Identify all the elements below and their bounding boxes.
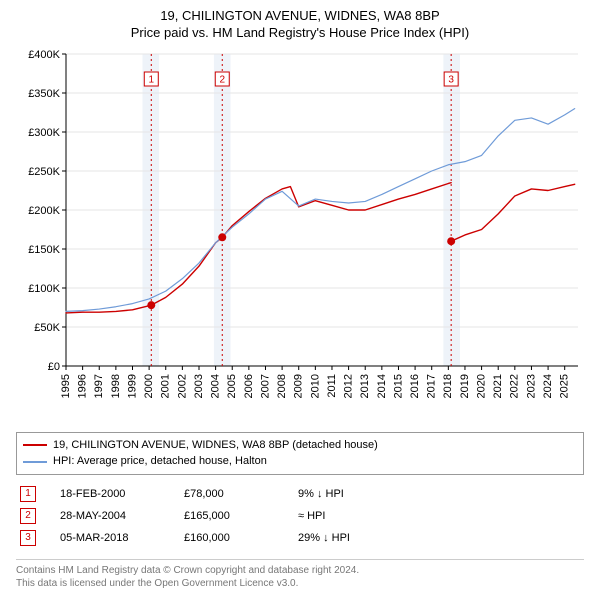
sale-date: 28-MAY-2004 <box>60 510 160 522</box>
footer-line-2: This data is licensed under the Open Gov… <box>16 577 584 590</box>
sale-date: 18-FEB-2000 <box>60 488 160 500</box>
sales-table: 1 18-FEB-2000 £78,000 9% ↓ HPI 2 28-MAY-2004 £… <box>16 483 584 549</box>
svg-text:2016: 2016 <box>409 374 421 398</box>
legend-item: HPI: Average price, detached house, Halt… <box>23 453 577 470</box>
svg-text:2013: 2013 <box>359 374 371 398</box>
legend: 19, CHILINGTON AVENUE, WIDNES, WA8 8BP (… <box>16 432 584 475</box>
sale-marker: 1 <box>20 486 36 502</box>
svg-text:2021: 2021 <box>492 374 504 398</box>
svg-text:2017: 2017 <box>426 374 438 398</box>
legend-label: 19, CHILINGTON AVENUE, WIDNES, WA8 8BP (… <box>53 437 378 454</box>
price-chart: £0 £50K £100K £150K £200K £250K £300K £350K £400… <box>14 46 586 426</box>
chart-svg: £0 £50K £100K £150K £200K £250K £300K £350K £400… <box>14 46 586 426</box>
svg-text:2018: 2018 <box>442 374 454 398</box>
sale-row: 1 18-FEB-2000 £78,000 9% ↓ HPI <box>16 483 584 505</box>
legend-label: HPI: Average price, detached house, Halt… <box>53 453 267 470</box>
sale-date: 05-MAR-2018 <box>60 532 160 544</box>
chart-subtitle: Price paid vs. HM Land Registry's House … <box>14 25 586 42</box>
svg-text:£100K: £100K <box>28 283 60 295</box>
sale-price: £165,000 <box>184 510 274 522</box>
legend-swatch <box>23 461 47 463</box>
svg-text:2: 2 <box>219 74 225 85</box>
svg-text:£250K: £250K <box>28 166 60 178</box>
svg-text:2006: 2006 <box>243 374 255 398</box>
svg-text:1996: 1996 <box>77 374 89 398</box>
svg-text:2022: 2022 <box>509 374 521 398</box>
svg-text:2008: 2008 <box>276 374 288 398</box>
sale-delta: 9% ↓ HPI <box>298 488 418 500</box>
chart-title: 19, CHILINGTON AVENUE, WIDNES, WA8 8BP <box>14 8 586 25</box>
svg-text:1999: 1999 <box>126 374 138 398</box>
svg-text:£400K: £400K <box>28 49 60 61</box>
svg-text:2010: 2010 <box>309 374 321 398</box>
svg-text:2014: 2014 <box>376 374 388 398</box>
sale-row: 2 28-MAY-2004 £165,000 ≈ HPI <box>16 505 584 527</box>
svg-text:1997: 1997 <box>93 374 105 398</box>
svg-text:£0: £0 <box>48 361 60 373</box>
svg-text:2005: 2005 <box>226 374 238 398</box>
svg-text:2023: 2023 <box>525 374 537 398</box>
svg-text:£50K: £50K <box>34 322 60 334</box>
svg-text:2000: 2000 <box>143 374 155 398</box>
footer-line-1: Contains HM Land Registry data © Crown c… <box>16 564 584 578</box>
svg-text:2004: 2004 <box>210 374 222 398</box>
svg-text:2020: 2020 <box>475 374 487 398</box>
svg-text:1: 1 <box>148 74 154 85</box>
sale-delta: 29% ↓ HPI <box>298 532 418 544</box>
svg-text:2024: 2024 <box>542 374 554 398</box>
svg-text:2003: 2003 <box>193 374 205 398</box>
sale-price: £160,000 <box>184 532 274 544</box>
sale-delta: ≈ HPI <box>298 510 418 522</box>
svg-text:2007: 2007 <box>259 374 271 398</box>
svg-text:2012: 2012 <box>343 374 355 398</box>
svg-text:2015: 2015 <box>392 374 404 398</box>
svg-text:£350K: £350K <box>28 88 60 100</box>
sale-row: 3 05-MAR-2018 £160,000 29% ↓ HPI <box>16 527 584 549</box>
footer: Contains HM Land Registry data © Crown c… <box>16 559 584 590</box>
svg-text:£200K: £200K <box>28 205 60 217</box>
svg-text:2011: 2011 <box>326 374 338 398</box>
svg-text:3: 3 <box>448 74 454 85</box>
svg-text:2002: 2002 <box>176 374 188 398</box>
svg-text:2009: 2009 <box>293 374 305 398</box>
svg-text:£150K: £150K <box>28 244 60 256</box>
svg-text:1995: 1995 <box>60 374 72 398</box>
svg-text:2025: 2025 <box>559 374 571 398</box>
legend-swatch <box>23 444 47 446</box>
svg-text:2019: 2019 <box>459 374 471 398</box>
svg-text:2001: 2001 <box>160 374 172 398</box>
legend-item: 19, CHILINGTON AVENUE, WIDNES, WA8 8BP (… <box>23 437 577 454</box>
svg-text:£300K: £300K <box>28 127 60 139</box>
sale-price: £78,000 <box>184 488 274 500</box>
sale-marker: 2 <box>20 508 36 524</box>
svg-text:1998: 1998 <box>110 374 122 398</box>
sale-marker: 3 <box>20 530 36 546</box>
